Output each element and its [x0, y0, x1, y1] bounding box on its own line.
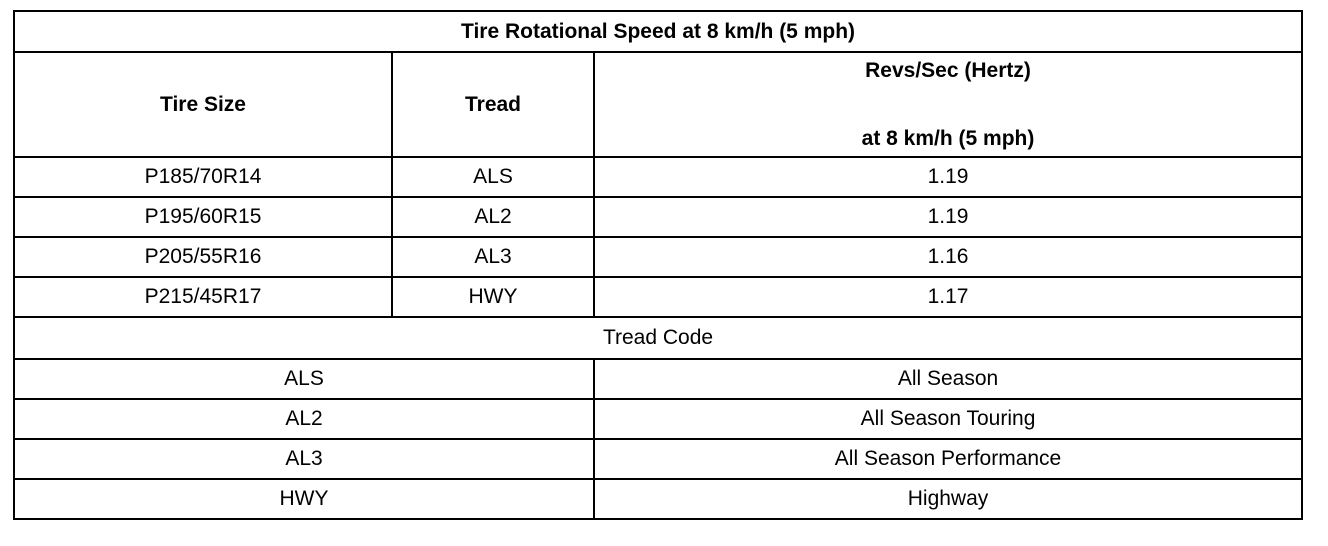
tire-size-cell: P215/45R17	[13, 276, 393, 318]
tread-code-cell: ALS	[13, 358, 595, 400]
tire-size-cell: P195/60R15	[13, 196, 393, 238]
table-row: P185/70R14 ALS 1.19	[13, 156, 1304, 198]
tread-code-row: HWY Highway	[13, 478, 1304, 520]
tread-description-cell: Highway	[592, 478, 1304, 520]
tread-description-cell: All Season	[592, 358, 1304, 400]
tread-cell: AL2	[391, 196, 595, 238]
header-revs-per-sec: Revs/Sec (Hertz) at 8 km/h (5 mph)	[592, 51, 1304, 158]
tread-code-cell: HWY	[13, 478, 595, 520]
hertz-cell: 1.19	[592, 156, 1304, 198]
tread-code-row: AL3 All Season Performance	[13, 438, 1304, 480]
tread-description-cell: All Season Touring	[592, 398, 1304, 440]
header-tread: Tread	[391, 51, 595, 158]
table-row: P215/45R17 HWY 1.17	[13, 276, 1304, 318]
table-row: P205/55R16 AL3 1.16	[13, 236, 1304, 278]
tire-speed-table: Tire Rotational Speed at 8 km/h (5 mph) …	[12, 10, 1304, 520]
tread-description-cell: All Season Performance	[592, 438, 1304, 480]
header-tire-size: Tire Size	[13, 51, 393, 158]
tread-code-cell: AL3	[13, 438, 595, 480]
hertz-cell: 1.17	[592, 276, 1304, 318]
hertz-cell: 1.16	[592, 236, 1304, 278]
hertz-cell: 1.19	[592, 196, 1304, 238]
tread-cell: HWY	[391, 276, 595, 318]
header-revs-per-sec-line1: Revs/Sec (Hertz)	[865, 59, 1031, 83]
table-title: Tire Rotational Speed at 8 km/h (5 mph)	[12, 10, 1304, 53]
header-revs-per-sec-line2: at 8 km/h (5 mph)	[861, 126, 1035, 150]
tire-size-cell: P205/55R16	[13, 236, 393, 278]
table-title-row: Tire Rotational Speed at 8 km/h (5 mph)	[12, 10, 1304, 53]
tread-code-title-row: Tread Code	[12, 316, 1304, 360]
tread-code-cell: AL2	[13, 398, 595, 440]
tread-cell: ALS	[391, 156, 595, 198]
tread-code-title: Tread Code	[12, 316, 1304, 360]
tire-size-cell: P185/70R14	[13, 156, 393, 198]
tread-code-row: AL2 All Season Touring	[13, 398, 1304, 440]
tread-code-row: ALS All Season	[13, 358, 1304, 400]
table-row: P195/60R15 AL2 1.19	[13, 196, 1304, 238]
header-row: Tire Size Tread Revs/Sec (Hertz) at 8 km…	[13, 51, 1304, 158]
tread-cell: AL3	[391, 236, 595, 278]
